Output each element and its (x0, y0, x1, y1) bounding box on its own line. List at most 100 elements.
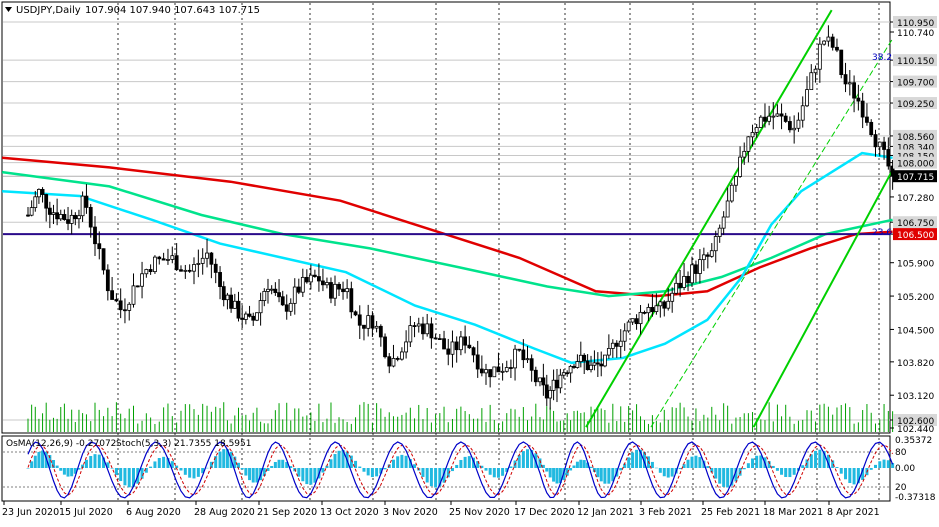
osma-bar (119, 468, 123, 482)
osma-bar (233, 456, 237, 468)
candle (437, 333, 442, 340)
candle (595, 352, 600, 377)
price-tick-label: 103.120 (897, 392, 934, 402)
osma-bar (848, 468, 852, 484)
osma-bar (742, 468, 746, 470)
osma-bar (349, 455, 353, 468)
candle (650, 293, 655, 317)
osma-bar (698, 457, 702, 468)
candle (585, 354, 590, 371)
osma-bar (341, 450, 345, 468)
osma-bar (140, 468, 144, 479)
osma-bar (51, 459, 55, 468)
candle (551, 369, 556, 401)
price-tick-label: 106.500 (897, 231, 934, 241)
price-label-bg (893, 228, 937, 241)
candle (835, 38, 839, 53)
osma-bar (425, 468, 429, 483)
osma-bar (455, 464, 459, 468)
candle (805, 76, 809, 108)
osma-bar (305, 468, 309, 485)
candle (391, 344, 396, 368)
osma-bar (565, 468, 569, 476)
candle (280, 290, 285, 307)
candle (213, 258, 218, 284)
candle (796, 112, 801, 132)
osma-bar (277, 459, 281, 468)
candle (763, 103, 767, 128)
collapse-triangle-icon[interactable] (5, 7, 12, 12)
price-tick-label: 110.950 (897, 19, 934, 29)
candle (475, 340, 480, 378)
candle (58, 209, 63, 222)
osma-bar (501, 468, 505, 476)
candle (467, 336, 472, 350)
candle (395, 356, 400, 362)
price-label-bg (893, 75, 937, 88)
candle (153, 255, 157, 274)
osma-bar (434, 468, 438, 488)
osma-bar (459, 459, 463, 468)
candle (690, 256, 694, 287)
time-axis: 23 Jun 2020 15 Jul 2020 6 Aug 2020 28 Aug 2… (2, 501, 880, 518)
osma-bar (123, 468, 127, 486)
candle (251, 312, 256, 326)
candle (183, 264, 188, 279)
candle (638, 305, 643, 335)
osma-bar (509, 466, 513, 468)
candle (471, 346, 476, 363)
price-tick-label: 108.560 (897, 133, 934, 143)
candle (229, 287, 234, 313)
osma-bar (861, 468, 865, 480)
candle (484, 363, 488, 385)
candle (383, 333, 387, 359)
candle (630, 318, 635, 325)
candle (488, 369, 493, 388)
candle (266, 278, 270, 304)
osma-bar (408, 459, 412, 468)
candle (882, 136, 886, 160)
osma-bar (325, 465, 329, 468)
candle (698, 249, 702, 284)
osma-bar (337, 450, 341, 468)
stoch-main-line (27, 441, 894, 499)
candle (634, 314, 639, 330)
candle (166, 248, 170, 265)
osma-bar (831, 460, 835, 468)
candle (80, 191, 85, 222)
candle (97, 231, 102, 260)
candle (77, 209, 81, 229)
candle (236, 291, 241, 322)
osma-bar (635, 449, 639, 468)
osma-bar (170, 461, 174, 468)
price-tick-label: 104.500 (897, 326, 934, 336)
osma-bar (730, 468, 734, 486)
candle (446, 338, 451, 366)
osma-bar (839, 468, 843, 474)
osma-bar (37, 451, 41, 468)
candle (713, 230, 718, 263)
osma-header: OsMA(12,26,9) -0.27072 (6, 439, 116, 449)
time-tick-label: 6 Aug 2020 (126, 507, 181, 518)
osma-bar (538, 458, 542, 468)
candle (40, 187, 45, 203)
osma-bar (166, 457, 170, 468)
osma-bar (59, 468, 63, 471)
candle (847, 70, 852, 96)
time-tick-label: 13 Oct 2020 (320, 507, 379, 518)
candle (378, 324, 383, 347)
osma-bar (114, 468, 118, 476)
candle (243, 311, 248, 325)
stoch-header: Stoch(5,3,3) 21.7355 18.5951 (116, 439, 251, 449)
ma-mid-line (1, 170, 893, 298)
price-label-bg (893, 414, 937, 426)
candle (561, 369, 566, 379)
candle (877, 141, 882, 157)
indicator-tick-label: 0.35372 (895, 436, 932, 446)
ohlc-label: 107.904 107.940 107.643 107.715 (85, 5, 260, 16)
osma-bar (222, 449, 226, 468)
osma-bar (366, 468, 370, 476)
candle (114, 293, 119, 303)
osma-bar (157, 458, 161, 468)
